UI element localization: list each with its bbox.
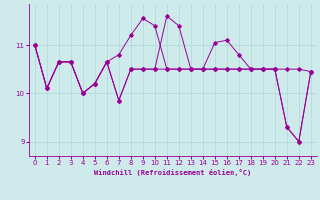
X-axis label: Windchill (Refroidissement éolien,°C): Windchill (Refroidissement éolien,°C) [94,169,252,176]
